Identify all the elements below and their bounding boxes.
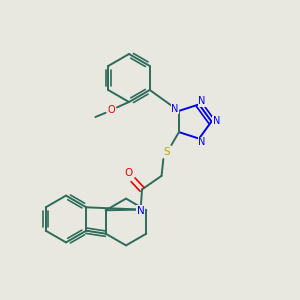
Text: N: N	[198, 96, 206, 106]
Text: N: N	[198, 137, 206, 147]
Text: O: O	[107, 105, 115, 116]
Text: S: S	[164, 148, 170, 158]
Text: N: N	[171, 104, 179, 114]
Text: O: O	[124, 168, 133, 178]
Text: N: N	[213, 116, 220, 127]
Text: N: N	[137, 206, 144, 216]
